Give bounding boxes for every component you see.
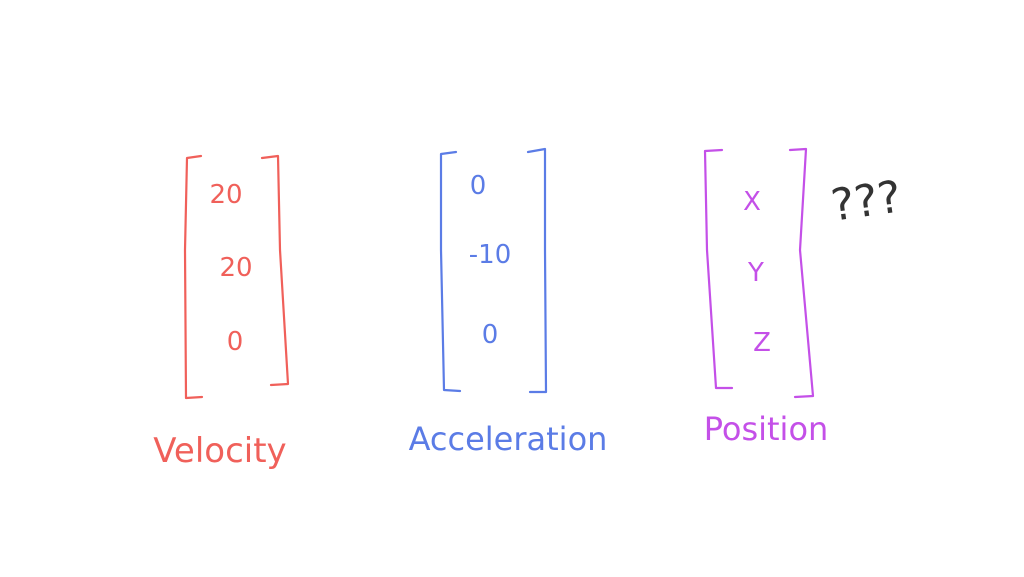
acceleration-value-1: 0 bbox=[470, 171, 487, 201]
question-marks-annotation: ??? bbox=[828, 171, 904, 231]
velocity-right-bracket bbox=[260, 154, 290, 387]
position-right-bracket bbox=[788, 147, 815, 399]
position-label: Position bbox=[704, 410, 829, 448]
position-value-1: X bbox=[743, 187, 761, 217]
position-vector: X Y Z Position bbox=[703, 147, 829, 448]
position-left-bracket bbox=[703, 148, 734, 390]
position-value-3: Z bbox=[753, 328, 771, 358]
acceleration-value-3: 0 bbox=[482, 320, 499, 350]
velocity-value-3: 0 bbox=[227, 327, 244, 357]
acceleration-right-bracket bbox=[526, 147, 548, 394]
velocity-value-1: 20 bbox=[209, 180, 242, 210]
velocity-label: Velocity bbox=[153, 431, 286, 471]
acceleration-vector: 0 -10 0 Acceleration bbox=[409, 147, 608, 458]
position-value-2: Y bbox=[747, 258, 764, 288]
velocity-vector: 20 20 0 Velocity bbox=[153, 154, 290, 471]
acceleration-label: Acceleration bbox=[409, 420, 608, 458]
acceleration-value-2: -10 bbox=[469, 240, 511, 270]
velocity-left-bracket bbox=[183, 154, 204, 400]
velocity-value-2: 20 bbox=[219, 253, 252, 283]
acceleration-left-bracket bbox=[439, 150, 462, 393]
